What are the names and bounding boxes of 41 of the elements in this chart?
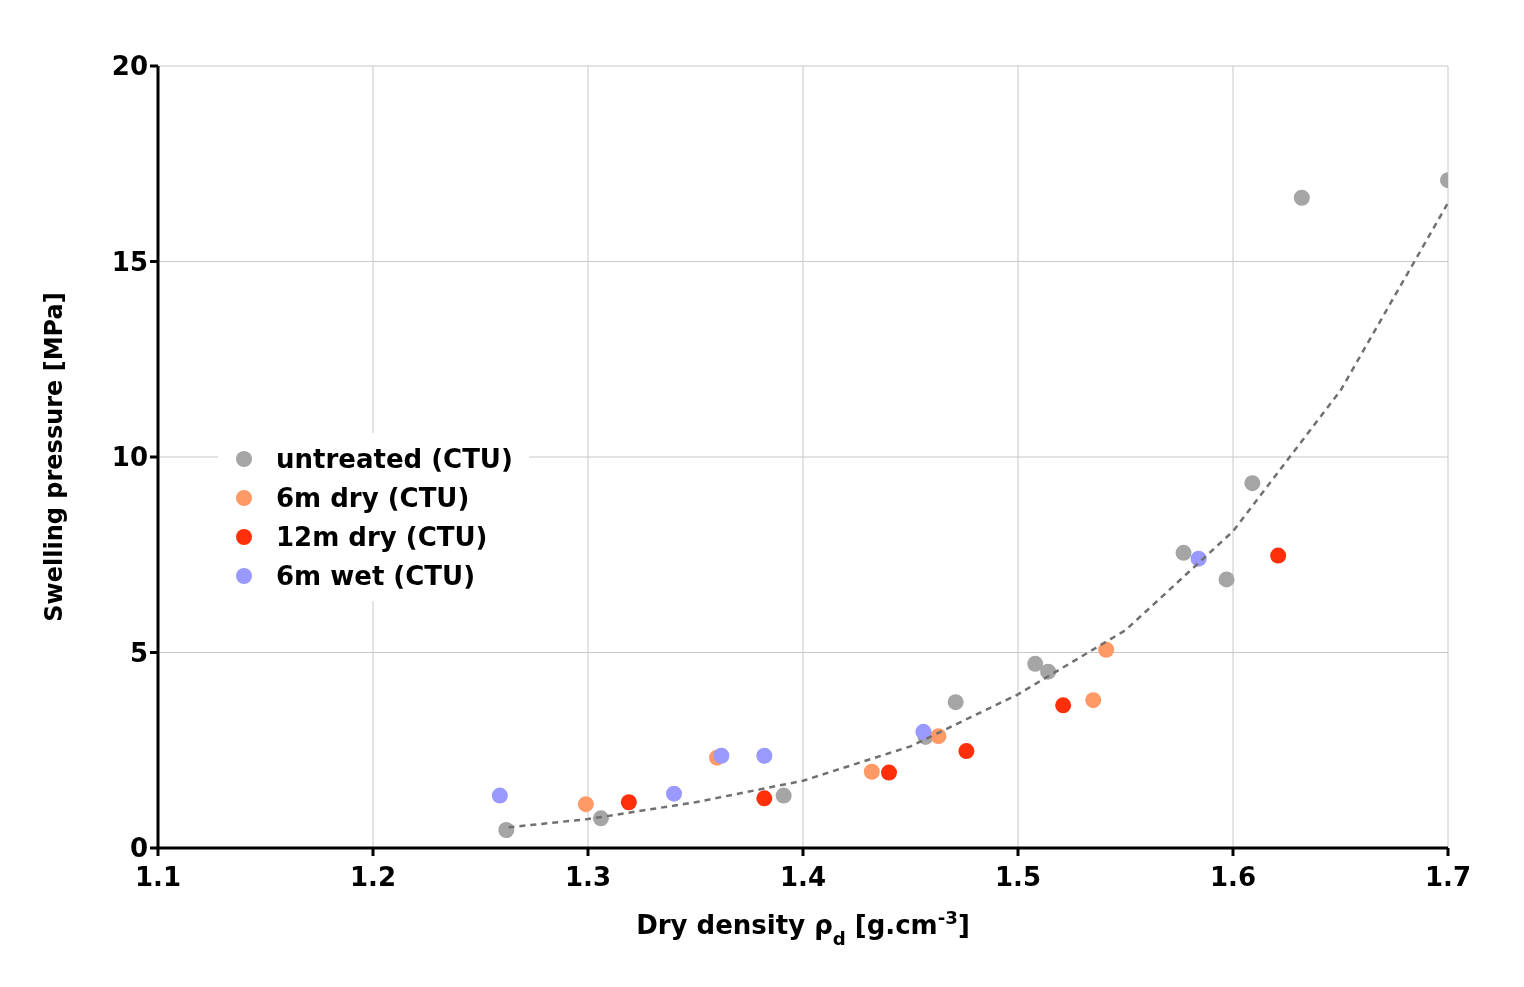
point: [1218, 571, 1235, 588]
point: [1270, 547, 1287, 564]
point: [491, 787, 508, 804]
point: [863, 763, 880, 780]
point: [1055, 697, 1072, 714]
point: [881, 764, 897, 781]
point: [775, 787, 792, 804]
point: [1085, 692, 1102, 709]
x-tick-label: 1.6: [1209, 862, 1257, 893]
y-tick-label: 5: [129, 637, 148, 668]
x-tick-label: 1.3: [564, 862, 612, 893]
x-tick-label: 1.2: [349, 862, 397, 893]
point: [1244, 475, 1261, 492]
point: [620, 794, 637, 811]
x-tick-label: 1.4: [779, 862, 827, 893]
point: [1293, 189, 1310, 206]
y-tick-label: 10: [111, 442, 148, 473]
point: [756, 790, 773, 807]
point: [1175, 544, 1192, 561]
point: [915, 723, 932, 740]
point: [947, 694, 964, 711]
x-axis-title: Dry density ρ$_{d}$ [g.cm$^{-3}$]: [636, 906, 970, 949]
x-tick-label: 1.1: [134, 862, 182, 893]
legend-label: 6m dry (CTU): [276, 482, 470, 513]
y-axis-title: Swelling pressure [MPa]: [40, 292, 68, 622]
y-tick-label: 15: [111, 246, 148, 277]
legend-label: 12m dry (CTU): [276, 521, 488, 552]
x-tick-label: 1.7: [1424, 862, 1472, 893]
y-tick-label: 0: [129, 833, 148, 864]
point: [713, 747, 730, 764]
point: [958, 743, 975, 760]
legend-label: 6m wet (CTU): [276, 560, 476, 591]
point: [577, 796, 594, 813]
point: [756, 747, 773, 764]
x-tick-label: 1.5: [994, 862, 1042, 893]
point: [1027, 655, 1044, 672]
y-tick-label: 20: [111, 51, 148, 82]
point: [498, 822, 515, 839]
point: [666, 785, 682, 802]
point: [1098, 641, 1115, 658]
legend-label: untreated (CTU): [276, 443, 513, 474]
